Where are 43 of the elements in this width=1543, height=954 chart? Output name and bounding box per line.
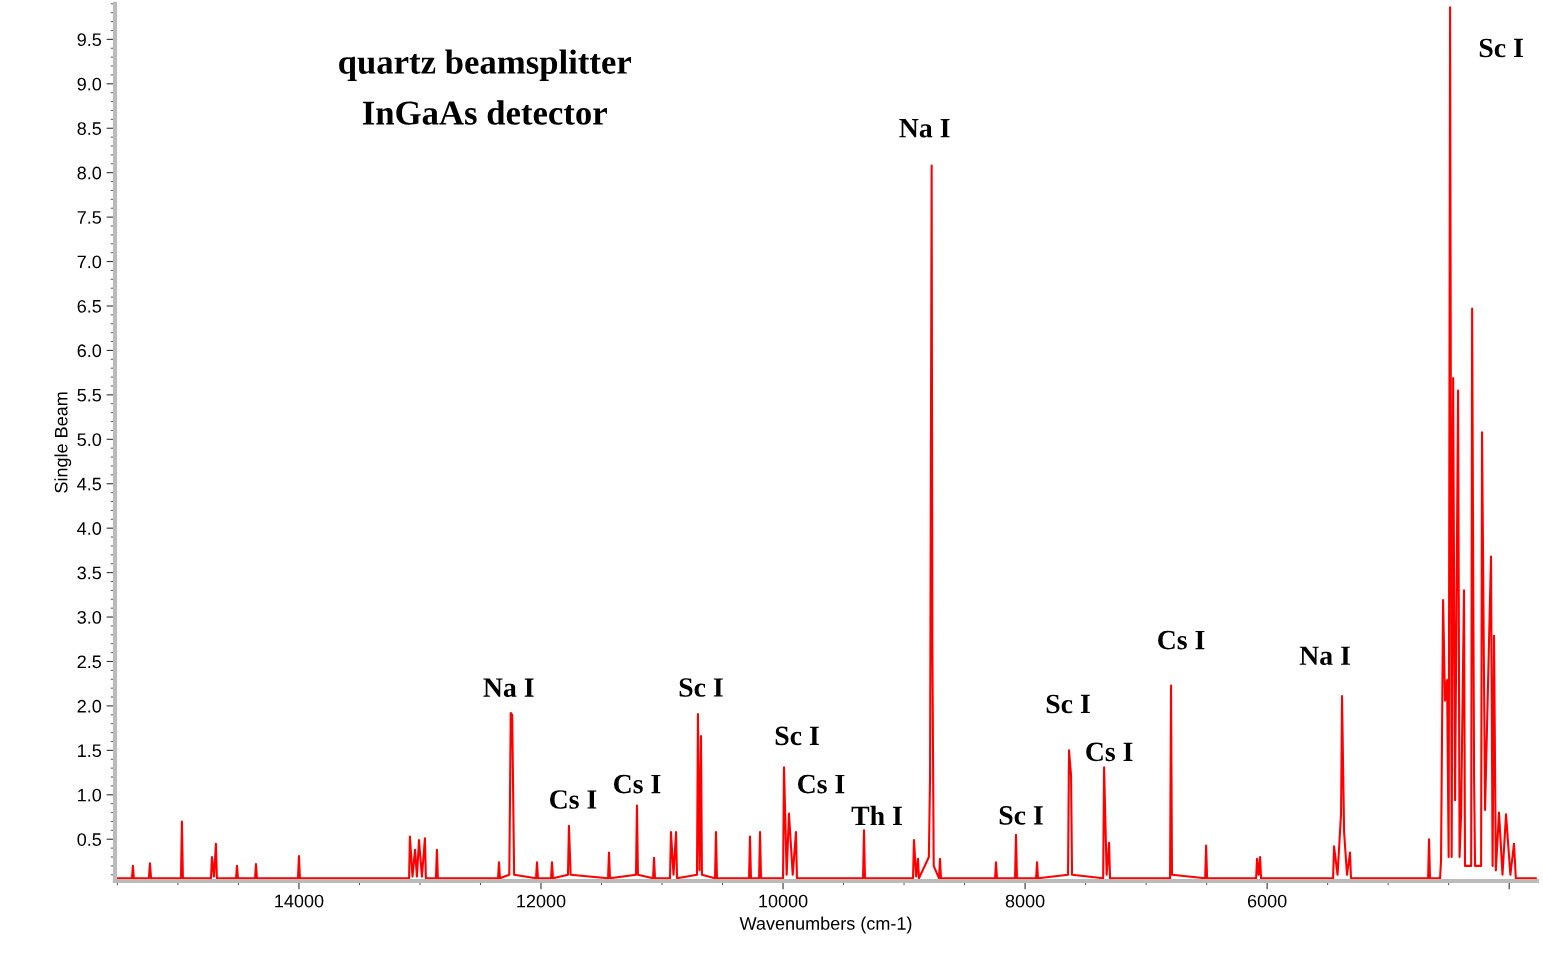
annotation: Cs I: [550, 790, 597, 809]
annotation: Th I: [851, 805, 902, 826]
annotation: Na I: [899, 119, 950, 138]
y-tick-label: 7.0: [77, 255, 102, 269]
text: quartz beamsplitter: [339, 49, 632, 81]
x-tick-label: 14000: [275, 894, 324, 908]
annotation: Cs I: [1158, 630, 1205, 650]
annotation: Sc I: [999, 806, 1043, 825]
annotation: Cs I: [614, 774, 661, 794]
y-tick-label: 5.0: [77, 433, 102, 447]
y-tick-label: 6.0: [77, 344, 102, 358]
y-tick-label: 7.5: [77, 211, 102, 224]
y-tick-label: 1.0: [78, 788, 102, 802]
x-tick-label: 10000: [759, 894, 808, 908]
y-tick-label: 9.0: [77, 77, 102, 91]
x-axis-title: Wavenumbers (cm-1): [739, 916, 912, 934]
y-tick-label: 2.5: [77, 655, 102, 669]
annotation: Na I: [1299, 646, 1350, 666]
y-tick-label: 8.0: [77, 166, 102, 180]
y-tick-label: 3.0: [77, 610, 102, 624]
x-tick-label: 6000: [1247, 894, 1287, 908]
annotation: Sc I: [679, 678, 723, 697]
y-tick-label: 6.5: [77, 299, 102, 313]
y-tick-label: 4.5: [77, 477, 102, 491]
y-axis-title: Single Beam: [54, 392, 72, 493]
y-tick-label: 9.5: [77, 33, 102, 47]
annotation: Sc I: [775, 726, 819, 746]
y-tick-label: 4.0: [77, 522, 102, 535]
y-tick-label: 2.0: [77, 699, 102, 713]
text: InGaAs detector: [362, 100, 607, 125]
x-tick-label: 12000: [517, 894, 566, 908]
line-series: [115, 6, 1537, 880]
x-tick-label: 8000: [1005, 894, 1045, 908]
y-tick-label: 0.5: [77, 833, 102, 846]
y-tick-label: 5.5: [77, 388, 102, 402]
annotation: Cs I: [1086, 742, 1133, 762]
annotation: Sc I: [1046, 694, 1090, 714]
y-tick-label: 8.5: [77, 122, 102, 135]
y-tick-label: 1.5: [78, 744, 102, 758]
annotation: Cs I: [798, 774, 845, 794]
annotation: Sc I: [1479, 38, 1523, 58]
annotation: Na I: [483, 678, 534, 697]
y-tick-label: 3.5: [77, 566, 102, 580]
